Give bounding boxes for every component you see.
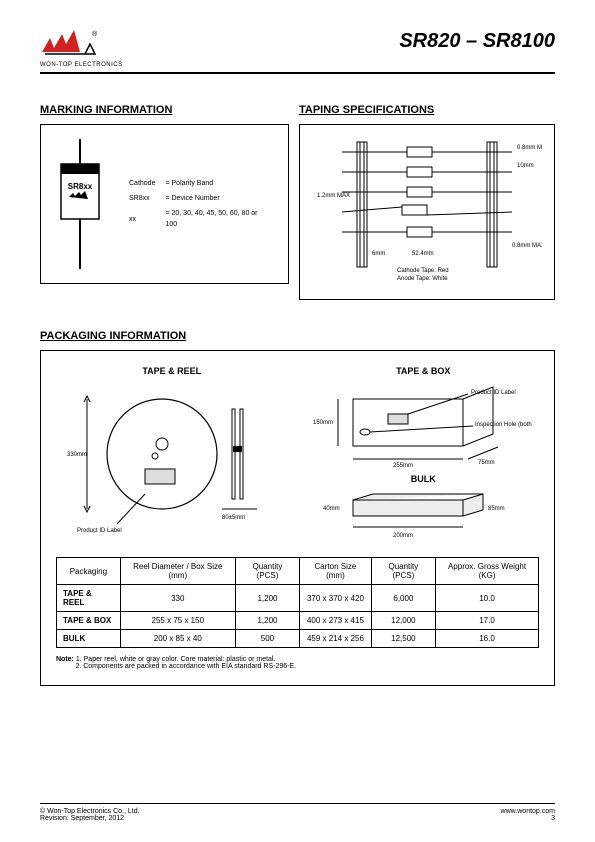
note-text: 1. Paper reel, white or gray color. Core… xyxy=(76,656,276,663)
dim-label: 52.4mm xyxy=(412,251,434,257)
dim-label: 10mm xyxy=(517,163,534,169)
dim-label: 150mm xyxy=(313,420,333,426)
packaging-note: Note: 1. Paper reel, white or gray color… xyxy=(56,656,539,670)
taping-box: 0.8mm MAX 10mm 1.2mm MAX 6mm 52.4mm 0.8m… xyxy=(299,124,555,300)
dim-label: 200mm xyxy=(393,533,413,539)
dim-label: 0.8mm MAX xyxy=(517,145,542,151)
prod-id-label: Product ID Label xyxy=(77,528,122,534)
table-cell: 330 xyxy=(120,585,235,612)
table-cell: 400 x 273 x 415 xyxy=(300,612,372,630)
dim-label: 0.8mm MAX xyxy=(512,243,542,249)
dim-label: 330mm xyxy=(67,452,87,458)
packaging-title: PACKAGING INFORMATION xyxy=(40,330,555,342)
marking-section: MARKING INFORMATION SR8xx Cathode= Polar… xyxy=(40,104,289,300)
dim-label: 1.2mm MAX xyxy=(317,193,350,199)
legend-val: = 20, 30, 40, 45, 50, 60, 80 or 100 xyxy=(161,207,274,231)
legend-key: Cathode xyxy=(125,177,159,190)
tape-reel-diagram-icon: 330mm 80±5mm Product ID Label xyxy=(67,384,277,534)
legend-val: = Device Number xyxy=(161,192,274,205)
tape-box-subtitle: TAPE & BOX xyxy=(396,366,450,376)
dim-label: 255mm xyxy=(393,463,413,469)
diode-diagram-icon: SR8xx xyxy=(53,139,108,269)
taping-note: Cathode Tape: Red xyxy=(397,268,449,274)
tape-box-diagram-icon: 150mm 255mm 75mm Product ID Label Inspec… xyxy=(313,384,533,469)
note-label: Note: xyxy=(56,656,74,663)
table-header: Quantity (PCS) xyxy=(371,558,435,585)
company-logo-icon: ® xyxy=(40,30,100,60)
table-row: TAPE & REEL3301,200370 x 370 x 4206,0001… xyxy=(57,585,539,612)
dim-label: 6mm xyxy=(372,251,385,257)
marking-box: SR8xx Cathode= Polarity Band SR8xx= Devi… xyxy=(40,124,289,284)
table-cell: 12,000 xyxy=(371,612,435,630)
table-cell: 6,000 xyxy=(371,585,435,612)
table-header: Packaging xyxy=(57,558,121,585)
taping-diagram-icon: 0.8mm MAX 10mm 1.2mm MAX 6mm 52.4mm 0.8m… xyxy=(312,137,542,287)
table-cell: 10.0 xyxy=(436,585,539,612)
table-header: Reel Diameter / Box Size (mm) xyxy=(120,558,235,585)
packaging-box: TAPE & REEL 330mm 80±5mm xyxy=(40,350,555,686)
dim-label: 75mm xyxy=(478,460,495,466)
legend-key: xx xyxy=(125,207,159,231)
table-cell: 12,500 xyxy=(371,630,435,648)
table-row: TAPE & BOX255 x 75 x 1501,200400 x 273 x… xyxy=(57,612,539,630)
device-label: SR8xx xyxy=(68,182,93,191)
legend-val: = Polarity Band xyxy=(161,177,274,190)
table-cell: 255 x 75 x 150 xyxy=(120,612,235,630)
table-cell: 459 x 214 x 256 xyxy=(300,630,372,648)
table-cell: 200 x 85 x 40 xyxy=(120,630,235,648)
table-cell: BULK xyxy=(57,630,121,648)
marking-title: MARKING INFORMATION xyxy=(40,104,289,116)
bulk-diagram-icon: 40mm 200mm 85mm xyxy=(313,492,533,542)
tape-reel-col: TAPE & REEL 330mm 80±5mm xyxy=(56,366,288,542)
table-cell: 370 x 370 x 420 xyxy=(300,585,372,612)
packaging-section: PACKAGING INFORMATION TAPE & REEL 330mm xyxy=(40,330,555,686)
taping-title: TAPING SPECIFICATIONS xyxy=(299,104,555,116)
table-cell: 1,200 xyxy=(235,585,299,612)
marking-legend: Cathode= Polarity Band SR8xx= Device Num… xyxy=(123,175,276,234)
dim-label: 40mm xyxy=(323,506,340,512)
packaging-table: PackagingReel Diameter / Box Size (mm)Qu… xyxy=(56,557,539,648)
table-row: BULK200 x 85 x 40500459 x 214 x 25612,50… xyxy=(57,630,539,648)
footer-page: 3 xyxy=(501,815,555,822)
insp-hole-label: Inspection Hole (both ends) xyxy=(475,422,533,428)
table-header: Carton Size (mm) xyxy=(300,558,372,585)
legend-key: SR8xx xyxy=(125,192,159,205)
bulk-subtitle: BULK xyxy=(411,474,436,484)
table-cell: 16.0 xyxy=(436,630,539,648)
footer-url: www.wontop.com xyxy=(501,808,555,815)
part-number-title: SR820 – SR8100 xyxy=(399,30,555,53)
svg-text:®: ® xyxy=(92,30,98,38)
dim-label: 80±5mm xyxy=(222,515,245,521)
dim-label: 85mm xyxy=(488,506,505,512)
taping-section: TAPING SPECIFICATIONS xyxy=(299,104,555,300)
table-header: Approx. Gross Weight (KG) xyxy=(436,558,539,585)
company-name: WON-TOP ELECTRONICS xyxy=(40,62,123,68)
prod-id-label: Product ID Label xyxy=(471,390,516,396)
table-cell: 1,200 xyxy=(235,612,299,630)
page-header: ® WON-TOP ELECTRONICS SR820 – SR8100 xyxy=(40,30,555,74)
table-cell: 500 xyxy=(235,630,299,648)
table-cell: 17.0 xyxy=(436,612,539,630)
logo-area: ® WON-TOP ELECTRONICS xyxy=(40,30,123,68)
tape-box-col: TAPE & BOX 150mm 255mm 75mm Product ID L… xyxy=(308,366,540,542)
footer-copyright: © Won-Top Electronics Co., Ltd. xyxy=(40,808,140,815)
table-cell: TAPE & BOX xyxy=(57,612,121,630)
table-cell: TAPE & REEL xyxy=(57,585,121,612)
tape-reel-subtitle: TAPE & REEL xyxy=(142,366,201,376)
table-header: Quantity (PCS) xyxy=(235,558,299,585)
page-footer: © Won-Top Electronics Co., Ltd. Revision… xyxy=(40,803,555,822)
footer-revision: Revision: September, 2012 xyxy=(40,815,140,822)
taping-note: Anode Tape: White xyxy=(397,276,448,282)
note-text: 2. Components are packed in accordance w… xyxy=(75,663,296,670)
